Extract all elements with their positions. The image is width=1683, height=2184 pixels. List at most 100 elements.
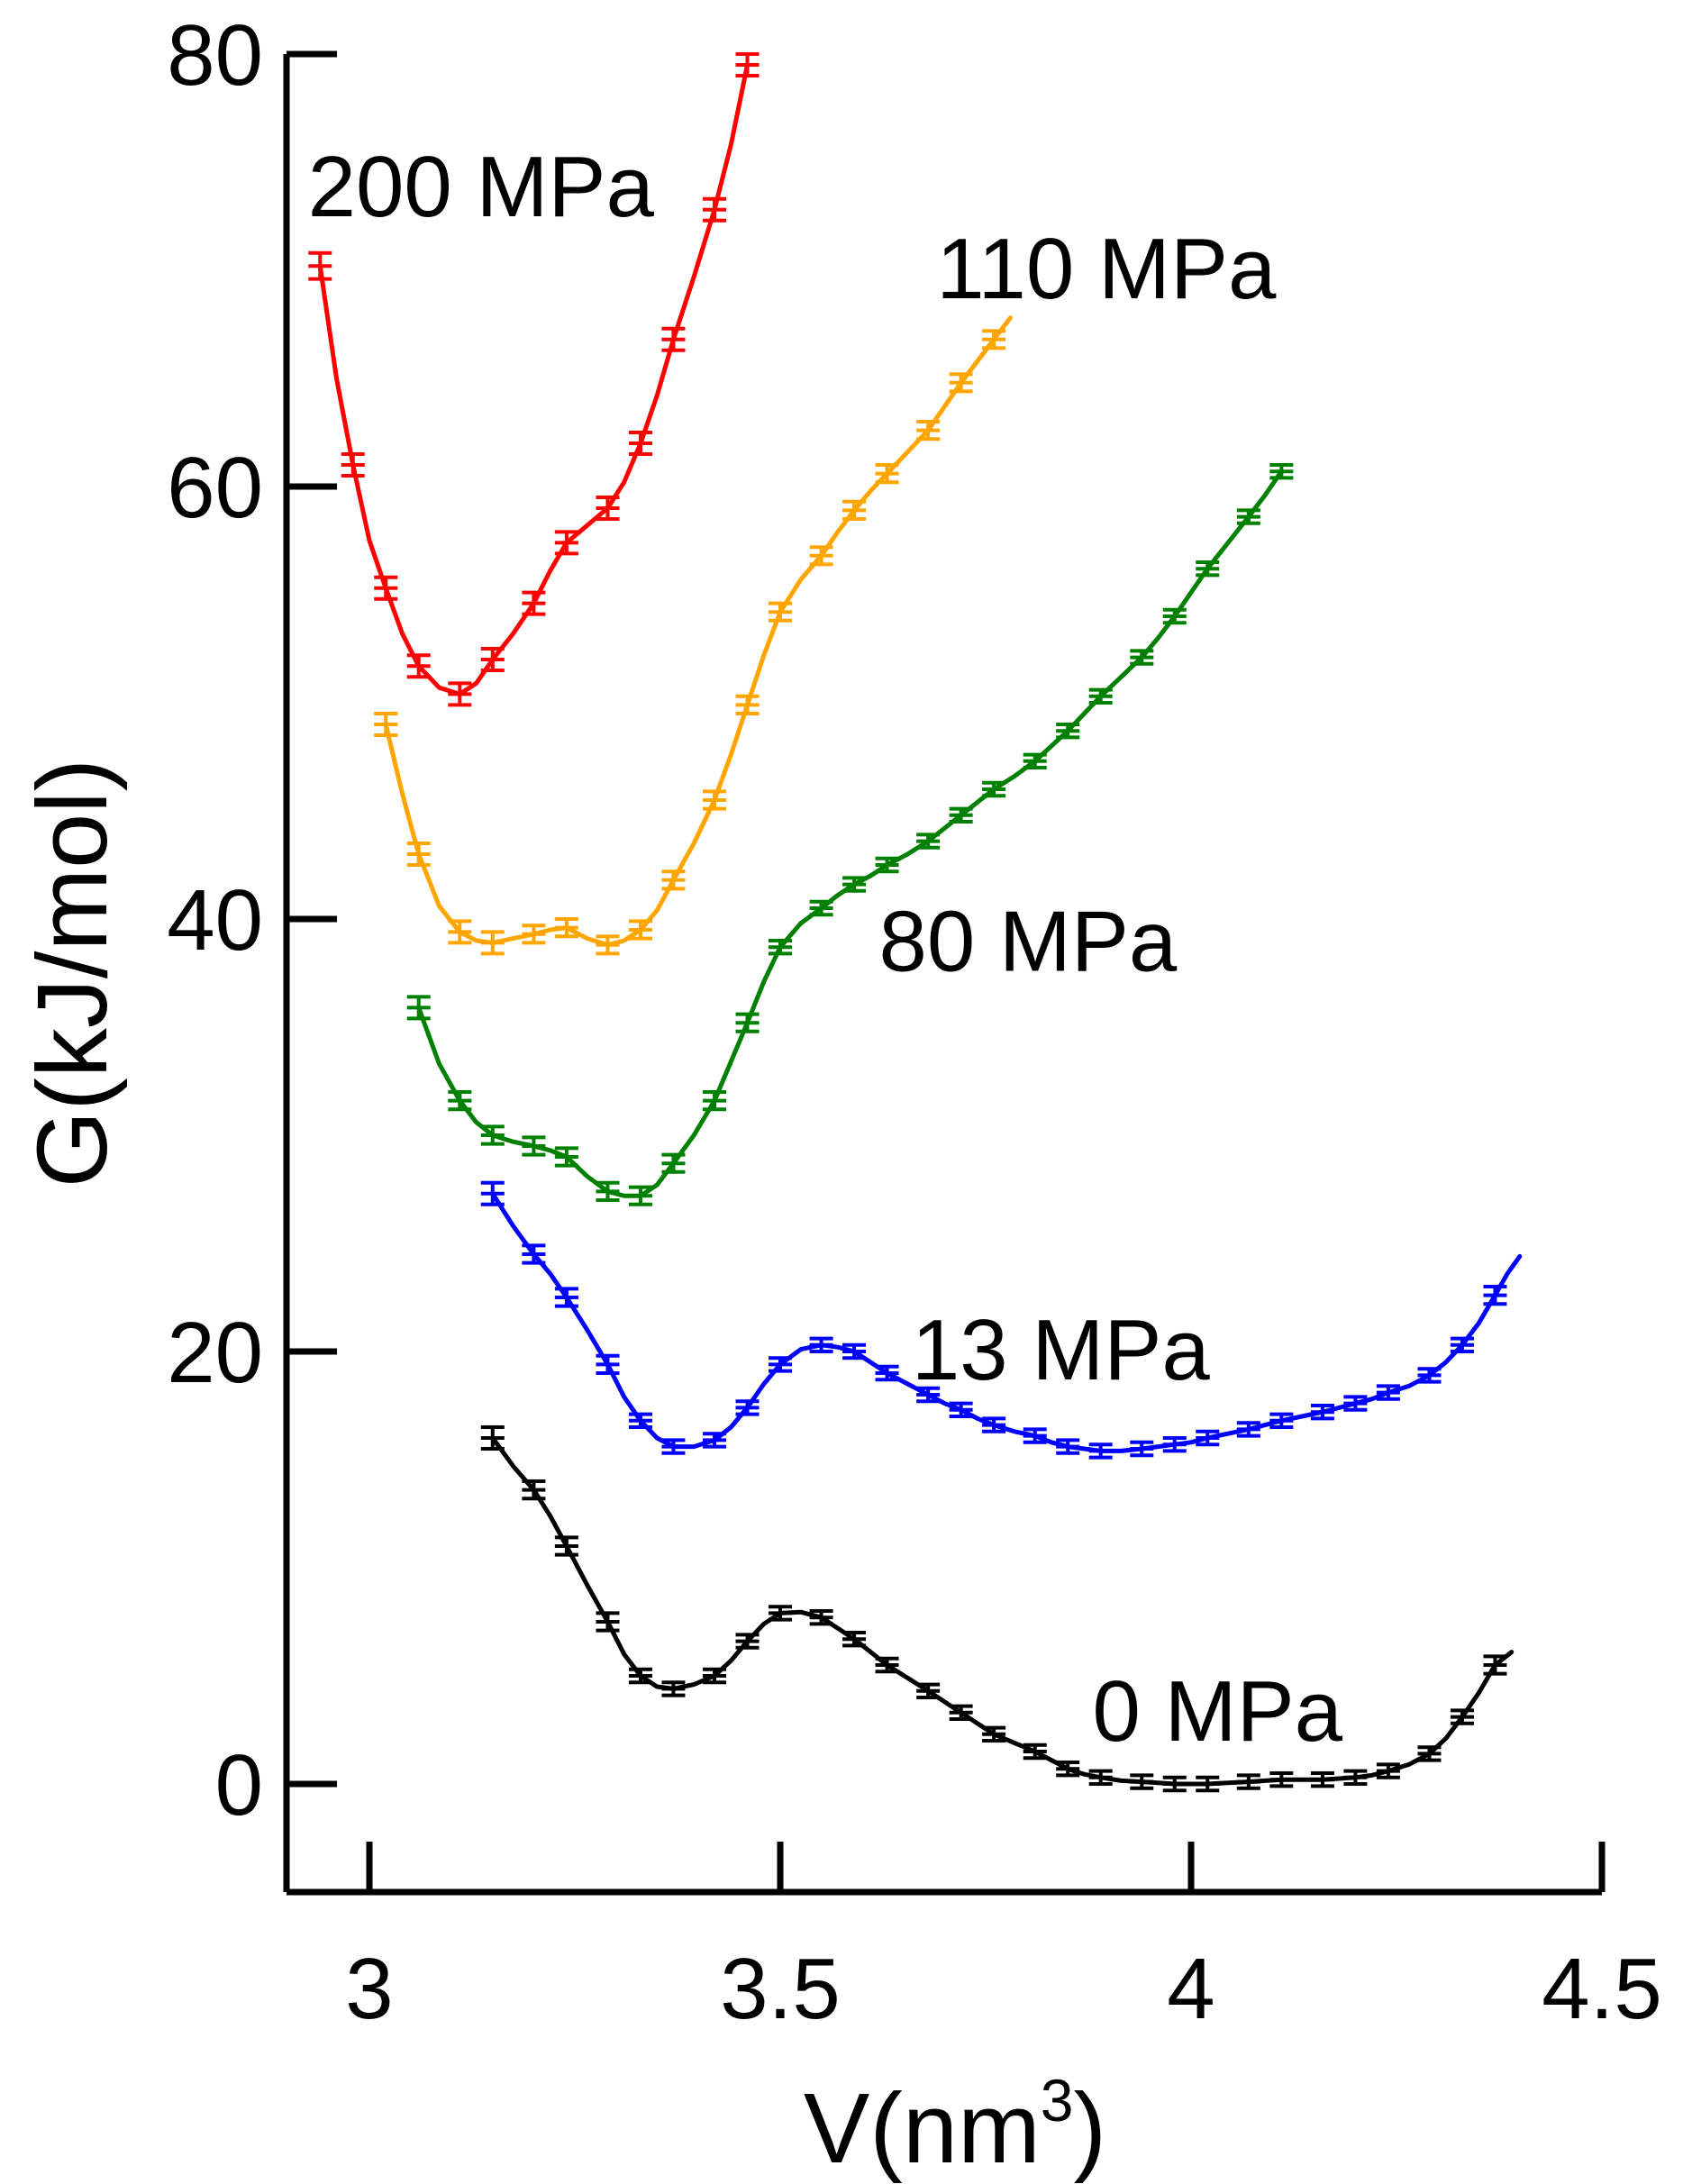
error-bar-point [1023,1427,1047,1444]
error-bar-point [628,1185,652,1206]
annotation-layer: 200 MPa 110 MPa 80 MPa 13 MPa 0 MPa [308,139,1343,1760]
error-bar-point [522,924,546,945]
error-bar-point [1310,1404,1334,1421]
x-tick-label: 4.5 [1542,1941,1661,2037]
error-bar-point [1417,1367,1442,1384]
series-label: 80 MPa [878,894,1177,990]
y-tick-label: 20 [167,1305,263,1401]
error-bar-point [554,1146,578,1168]
error-bar-point [628,919,652,941]
error-bar-point [522,1135,546,1157]
error-bar-point [1269,1412,1294,1429]
error-bar-point [522,1243,546,1265]
error-bar-point [982,1725,1006,1743]
error-bar-point [875,1364,899,1382]
axes: 0 20 40 60 80 3 3.5 4 4.5 [167,7,1662,2037]
error-bar-point [982,780,1006,798]
error-bar-point [522,1479,546,1501]
error-bar-point [1088,1769,1113,1786]
error-bar-point [949,1401,973,1418]
error-bar-point [703,789,727,811]
error-bar-point [769,1356,792,1373]
error-bar-point [596,934,620,956]
series-layer [308,52,1523,1793]
error-bar-point [628,1667,652,1685]
x-tick-label: 3 [345,1941,393,2037]
error-bar-point [875,463,899,485]
error-bar-point [735,1012,760,1033]
error-bar-point [480,1180,505,1206]
error-bar-point [1056,723,1080,740]
error-bar-point [1196,560,1220,578]
error-bar-point [596,1180,620,1202]
error-bar-point [374,712,398,737]
error-bar-point [480,930,505,956]
error-bar-point [374,575,398,601]
y-tick-label: 60 [167,440,263,536]
error-bar-point [842,1342,867,1360]
error-bar-point [1088,1442,1113,1460]
error-bar-point [735,1633,760,1650]
error-bar-point [842,1631,867,1648]
error-bar-point [661,326,686,352]
error-bar-point [769,939,792,956]
series-13-mpa [480,1180,1523,1460]
error-bar-point [480,647,505,672]
error-bar-point [1376,1384,1400,1401]
error-bar-point [875,1656,899,1674]
error-bar-point [448,919,472,945]
error-bar-point [1269,463,1294,480]
error-bar-point [735,1399,760,1416]
error-bar-point [1236,1421,1260,1438]
error-bar-point [480,1425,505,1451]
x-tick-label: 3.5 [720,1941,840,2037]
error-bar-point [809,1336,833,1353]
error-bar-point [703,1432,727,1449]
series-line [490,1435,1515,1787]
error-bar-point [875,856,899,874]
error-bar-point [949,806,973,824]
error-bar-point [809,545,833,567]
error-bar-point [1196,1775,1220,1793]
error-bar-point [554,1535,578,1557]
error-bar-point [596,1611,620,1633]
error-bar-point [916,1682,941,1699]
error-bar-point [554,917,578,939]
y-tick-label: 0 [215,1737,263,1834]
error-bar-point [406,653,431,679]
error-bar-point [916,833,941,850]
error-bar-point [308,250,332,281]
error-bar-point [341,452,365,478]
x-axis-title: V(nm3) [804,2067,1106,2184]
error-bar-point [406,842,431,867]
series-label: 13 MPa [912,1302,1210,1398]
series-110-mpa [374,315,1013,956]
error-bar-point [596,1353,620,1375]
error-bar-point [769,601,792,623]
error-bar-point [1417,1745,1442,1762]
error-bar-point [1130,649,1154,666]
error-bar-point [1196,1429,1220,1447]
error-bar-point [1162,1775,1187,1793]
error-bar-point [1130,1773,1154,1790]
error-bar-point [1056,1438,1080,1455]
error-bar-point [596,496,620,521]
error-bar-point [735,52,760,77]
series-line [416,469,1284,1198]
error-bar-point [1236,508,1260,525]
error-bar-point [661,1438,686,1455]
error-bar-point [1483,1654,1507,1676]
error-bar-point [661,869,686,891]
y-tick-label: 80 [167,7,263,104]
error-bar-point [916,1386,941,1404]
error-bar-point [1450,1708,1474,1725]
error-bar-point [522,590,546,616]
error-bar-point [406,995,431,1021]
error-bar-point [1023,752,1047,769]
error-bar-point [1088,687,1113,705]
plot-area: 0 20 40 60 80 3 3.5 4 4.5 200 MPa 110 MPa 80 MPa 13… [167,7,1662,2037]
error-bar-point [480,1124,505,1146]
series-label: 200 MPa [308,139,655,235]
x-tick-label: 4 [1167,1941,1214,2037]
